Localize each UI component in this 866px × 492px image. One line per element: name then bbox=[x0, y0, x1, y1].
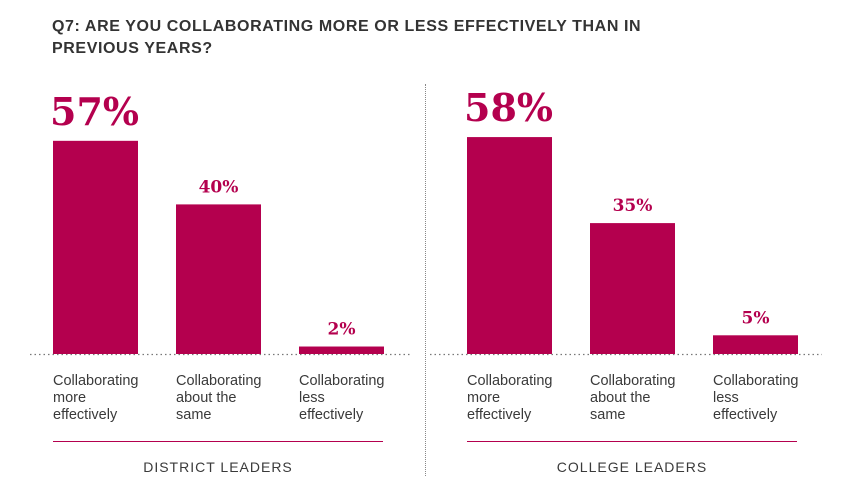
category-label: Collaborating less effectively bbox=[713, 373, 823, 424]
category-label-line: same bbox=[176, 407, 212, 423]
category-label-line: Collaborating bbox=[590, 373, 676, 389]
category-label-line: about the bbox=[590, 390, 651, 406]
bar bbox=[713, 335, 798, 354]
data-label: 40% bbox=[199, 177, 239, 197]
category-label-line: less bbox=[713, 390, 739, 406]
data-label: 5% bbox=[742, 308, 770, 328]
category-label-line: effectively bbox=[53, 407, 118, 423]
category-label: Collaborating more effectively bbox=[467, 373, 577, 424]
bar bbox=[590, 223, 675, 354]
group-label: COLLEGE LEADERS bbox=[556, 459, 708, 475]
category-label-line: effectively bbox=[467, 407, 532, 423]
bar bbox=[176, 204, 261, 354]
category-label-line: less bbox=[299, 390, 325, 406]
bar bbox=[467, 137, 552, 354]
bar bbox=[53, 140, 138, 354]
category-label-line: more bbox=[53, 390, 87, 406]
category-label-line: Collaborating bbox=[713, 373, 799, 389]
group-rule bbox=[53, 441, 383, 442]
category-label-line: effectively bbox=[299, 407, 364, 423]
group-label: DISTRICT LEADERS bbox=[143, 459, 293, 475]
category-label-line: same bbox=[590, 407, 626, 423]
category-label-line: Collaborating bbox=[53, 373, 139, 389]
category-label: Collaborating about the same bbox=[176, 373, 286, 424]
category-label: Collaborating less effectively bbox=[299, 373, 409, 424]
category-label-line: effectively bbox=[713, 407, 778, 423]
data-label: 2% bbox=[328, 320, 356, 340]
category-label-line: Collaborating bbox=[299, 373, 385, 389]
bar bbox=[299, 346, 384, 354]
data-label: 58% bbox=[464, 85, 553, 130]
data-label: 35% bbox=[613, 196, 653, 216]
data-label: 57% bbox=[50, 89, 139, 134]
category-label-line: about the bbox=[176, 390, 237, 406]
category-label: Collaborating about the same bbox=[590, 373, 700, 424]
category-label-line: Collaborating bbox=[467, 373, 553, 389]
chart-title-line-1: Q7: ARE YOU COLLABORATING MORE OR LESS E… bbox=[52, 18, 642, 35]
category-label: Collaborating more effectively bbox=[53, 373, 163, 424]
chart-title: Q7: ARE YOU COLLABORATING MORE OR LESS E… bbox=[52, 16, 772, 60]
chart-title-line-2: PREVIOUS YEARS? bbox=[52, 40, 213, 57]
group-rule bbox=[467, 441, 797, 442]
category-label-line: more bbox=[467, 390, 501, 406]
panel-divider bbox=[425, 84, 426, 476]
category-label-line: Collaborating bbox=[176, 373, 262, 389]
